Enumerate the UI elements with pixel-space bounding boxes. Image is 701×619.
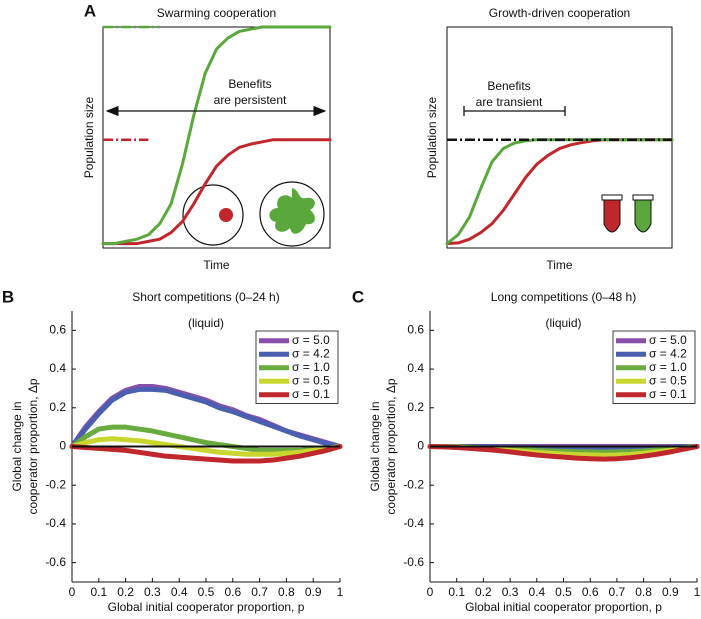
chart-title: Growth-driven cooperation xyxy=(489,6,630,20)
series-line xyxy=(101,138,332,246)
x-tick-label: 0.4 xyxy=(528,585,545,599)
x-tick-label: 1 xyxy=(694,585,701,599)
x-tick-label: 0.1 xyxy=(448,585,465,599)
y-axis-label: Global change in xyxy=(10,401,24,491)
legend: σ = 5.0σ = 4.2σ = 1.0σ = 0.5σ = 0.1 xyxy=(612,330,696,404)
y-axis-label: Population size xyxy=(425,96,439,178)
y-tick-label: 0 xyxy=(59,439,66,453)
y-tick-label: 0.2 xyxy=(49,400,66,414)
panel-label: B xyxy=(2,287,14,306)
annotation: are transient xyxy=(476,95,543,109)
x-tick-label: 0.9 xyxy=(662,585,679,599)
legend-label: σ = 1.0 xyxy=(292,360,330,374)
y-tick-label: 0.4 xyxy=(49,361,66,375)
legend-label: σ = 0.5 xyxy=(649,373,687,387)
x-tick-label: 0.1 xyxy=(90,585,107,599)
legend-label: σ = 5.0 xyxy=(292,333,330,347)
legend: σ = 5.0σ = 4.2σ = 1.0σ = 0.5σ = 0.1 xyxy=(255,330,339,404)
x-axis-label: Time xyxy=(203,258,230,272)
series-line xyxy=(69,386,343,449)
x-tick-label: 0.5 xyxy=(198,585,215,599)
legend-label: σ = 1.0 xyxy=(649,360,687,374)
x-tick-label: 0.6 xyxy=(224,585,241,599)
x-axis-label: Global initial cooperator proportion, p xyxy=(108,600,305,614)
x-axis-label: Global initial cooperator proportion, p xyxy=(465,600,662,614)
x-tick-label: 0.3 xyxy=(502,585,519,599)
y-axis-label: Global change in xyxy=(368,401,382,491)
x-tick-label: 0.2 xyxy=(475,585,492,599)
x-tick-label: 0.9 xyxy=(305,585,322,599)
legend-label: σ = 4.2 xyxy=(649,346,687,360)
annotation: Benefits xyxy=(228,77,271,91)
chart-subtitle: (liquid) xyxy=(545,316,581,330)
y-tick-label: -0.2 xyxy=(45,477,66,491)
tube-icons xyxy=(601,194,654,233)
y-tick-label: -0.2 xyxy=(403,477,424,491)
y-tick-label: 0.6 xyxy=(407,323,424,337)
plate-icons xyxy=(182,181,325,247)
y-axis-label: cooperator proportion, Δp xyxy=(384,378,398,514)
x-tick-label: 0.4 xyxy=(171,585,188,599)
y-tick-label: 0.4 xyxy=(407,361,424,375)
legend-label: σ = 4.2 xyxy=(292,346,330,360)
chart-title: Short competitions (0–24 h) xyxy=(132,290,279,304)
annotation: Benefits xyxy=(487,79,530,93)
panel-label: C xyxy=(352,287,364,306)
legend-label: σ = 0.1 xyxy=(649,387,687,401)
x-tick-label: 0.8 xyxy=(278,585,295,599)
chart-subtitle: (liquid) xyxy=(188,316,224,330)
y-tick-label: 0 xyxy=(417,439,424,453)
y-tick-label: -0.6 xyxy=(403,555,424,569)
legend-label: σ = 0.1 xyxy=(292,387,330,401)
plot-frame xyxy=(446,26,673,249)
y-tick-label: -0.4 xyxy=(45,516,66,530)
x-tick-label: 1 xyxy=(337,585,344,599)
chart-title: Swarming cooperation xyxy=(157,6,276,20)
y-axis-label: cooperator proportion, Δp xyxy=(26,378,40,514)
y-tick-label: 0.6 xyxy=(49,323,66,337)
series-line xyxy=(101,25,332,246)
annotation: are persistent xyxy=(214,93,287,107)
panel-label: A xyxy=(84,1,96,20)
series-line xyxy=(427,444,700,462)
y-axis-label: Population size xyxy=(82,96,96,178)
x-tick-label: 0.2 xyxy=(117,585,134,599)
x-tick-label: 0.8 xyxy=(635,585,652,599)
x-tick-label: 0.7 xyxy=(609,585,626,599)
x-tick-label: 0 xyxy=(427,585,434,599)
series-line xyxy=(69,436,343,457)
x-tick-label: 0.5 xyxy=(555,585,572,599)
x-tick-label: 0.7 xyxy=(251,585,268,599)
legend-label: σ = 0.5 xyxy=(292,373,330,387)
chart-title: Long competitions (0–48 h) xyxy=(491,290,636,304)
legend-label: σ = 5.0 xyxy=(649,333,687,347)
x-tick-label: 0.3 xyxy=(144,585,161,599)
plot-frame xyxy=(102,26,331,249)
x-axis-label: Time xyxy=(546,258,573,272)
y-tick-label: -0.6 xyxy=(45,555,66,569)
x-tick-label: 0 xyxy=(69,585,76,599)
series-line xyxy=(69,444,343,464)
y-tick-label: 0.2 xyxy=(407,400,424,414)
y-tick-label: -0.4 xyxy=(403,516,424,530)
x-tick-label: 0.6 xyxy=(582,585,599,599)
